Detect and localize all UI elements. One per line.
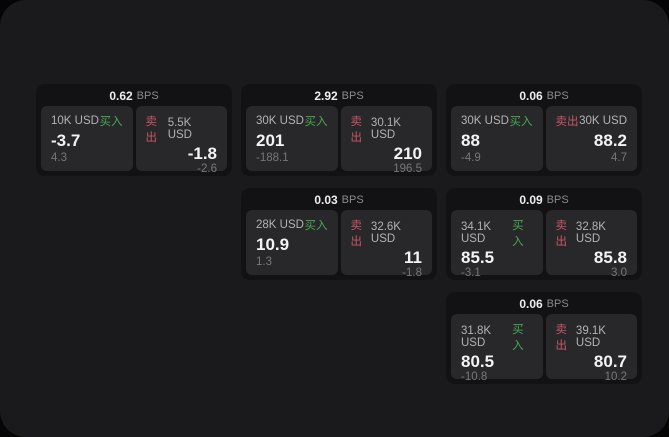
sell-price: 210 xyxy=(393,144,422,163)
buy-quote-tile[interactable]: 34.1K USD 买入 85.5 -3.1 xyxy=(451,210,543,279)
buy-price: 201 xyxy=(256,130,285,150)
sell-quote-tile[interactable]: 卖出 32.6K USD 11 -1.8 xyxy=(340,210,432,279)
sell-quote-tile[interactable]: 卖出 32.8K USD 85.8 3.0 xyxy=(545,210,637,279)
sell-label: 卖出 xyxy=(555,220,568,248)
sell-price: 88.2 xyxy=(593,130,627,150)
bps-unit-label: BPS xyxy=(136,90,159,102)
buy-label: 买入 xyxy=(512,220,524,248)
sell-quote-tile[interactable]: 卖出 30.1K USD 210 196.5 xyxy=(340,106,432,175)
bps-header: 0.03 BPS xyxy=(241,188,437,208)
buy-delta: -10.8 xyxy=(461,371,488,383)
bps-value: 0.03 xyxy=(314,193,338,207)
bps-unit-label: BPS xyxy=(546,194,569,206)
bps-header: 0.09 BPS xyxy=(446,188,642,208)
sell-price: -1.8 xyxy=(187,144,217,163)
buy-price: 85.5 xyxy=(461,248,495,267)
buy-price: 80.5 xyxy=(461,352,495,371)
bps-value: 0.06 xyxy=(519,297,543,311)
quote-card: 0.09 BPS 34.1K USD 买入 85.5 -3.1 卖出 32.8K… xyxy=(446,188,642,280)
buy-delta: -188.1 xyxy=(256,152,289,164)
buy-label: 买入 xyxy=(509,116,533,128)
sell-price: 85.8 xyxy=(593,248,627,267)
sell-quote-tile[interactable]: 卖出 39.1K USD 80.7 10.2 xyxy=(545,314,637,383)
buy-quote-tile[interactable]: 31.8K USD 买入 80.5 -10.8 xyxy=(451,314,543,383)
bps-value: 0.06 xyxy=(519,89,543,103)
sell-delta: -2.6 xyxy=(197,163,217,175)
sell-amount: 32.8K USD xyxy=(575,221,606,245)
buy-delta: -4.9 xyxy=(461,152,481,164)
sell-delta: 10.2 xyxy=(604,371,627,383)
sell-price: 11 xyxy=(404,248,422,267)
buy-label: 买入 xyxy=(99,116,123,128)
bps-unit-label: BPS xyxy=(546,90,569,102)
bps-value: 0.09 xyxy=(519,193,543,207)
buy-quote-tile[interactable]: 30K USD 买入 88 -4.9 xyxy=(451,106,543,171)
buy-delta: 1.3 xyxy=(256,256,272,268)
bps-header: 2.92 BPS xyxy=(241,84,437,104)
bps-header: 0.06 BPS xyxy=(446,84,642,104)
buy-price: 10.9 xyxy=(256,234,290,254)
sell-delta: -1.8 xyxy=(402,267,422,279)
quote-card: 0.62 BPS 10K USD 买入 -3.7 4.3 卖出 5.5K USD… xyxy=(36,84,232,176)
quote-card: 0.03 BPS 28K USD 买入 10.9 1.3 卖出 32.6K US… xyxy=(241,188,437,280)
buy-amount: 31.8K USD xyxy=(461,325,492,349)
buy-amount: 30K USD xyxy=(461,115,509,127)
sell-label: 卖出 xyxy=(145,116,158,144)
buy-price: 88 xyxy=(461,130,480,150)
sell-delta: 196.5 xyxy=(393,163,422,175)
buy-quote-tile[interactable]: 28K USD 买入 10.9 1.3 xyxy=(246,210,338,275)
quote-card: 0.06 BPS 30K USD 买入 88 -4.9 卖出 30K USD 8… xyxy=(446,84,642,176)
bps-unit-label: BPS xyxy=(341,90,364,102)
buy-price: -3.7 xyxy=(51,130,81,150)
sell-label: 卖出 xyxy=(350,116,363,144)
buy-label: 买入 xyxy=(304,220,328,232)
sell-quote-tile[interactable]: 卖出 30K USD 88.2 4.7 xyxy=(545,106,637,171)
bps-unit-label: BPS xyxy=(341,194,364,206)
buy-label: 买入 xyxy=(304,116,328,128)
buy-amount: 10K USD xyxy=(51,115,99,127)
sell-amount: 39.1K USD xyxy=(575,325,606,349)
buy-label: 买入 xyxy=(512,324,524,352)
bps-value: 0.62 xyxy=(109,89,133,103)
sell-price: 80.7 xyxy=(593,352,627,371)
buy-amount: 30K USD xyxy=(256,115,304,127)
sell-quote-tile[interactable]: 卖出 5.5K USD -1.8 -2.6 xyxy=(135,106,227,175)
sell-amount: 30K USD xyxy=(579,115,627,127)
sell-amount: 30.1K USD xyxy=(370,117,401,141)
buy-quote-tile[interactable]: 30K USD 买入 201 -188.1 xyxy=(246,106,338,171)
quote-card: 0.06 BPS 31.8K USD 买入 80.5 -10.8 卖出 39.1… xyxy=(446,292,642,384)
sell-label: 卖出 xyxy=(350,220,363,248)
buy-amount: 34.1K USD xyxy=(461,221,492,245)
sell-delta: 3.0 xyxy=(611,267,627,279)
bps-header: 0.06 BPS xyxy=(446,292,642,312)
buy-delta: 4.3 xyxy=(51,152,67,164)
bps-unit-label: BPS xyxy=(546,298,569,310)
sell-delta: 4.7 xyxy=(611,152,627,164)
sell-label: 卖出 xyxy=(555,116,579,128)
buy-delta: -3.1 xyxy=(461,267,481,279)
sell-amount: 32.6K USD xyxy=(370,221,401,245)
bps-value: 2.92 xyxy=(314,89,338,103)
sell-label: 卖出 xyxy=(555,324,568,352)
bps-header: 0.62 BPS xyxy=(36,84,232,104)
quote-card: 2.92 BPS 30K USD 买入 201 -188.1 卖出 30.1K … xyxy=(241,84,437,176)
buy-amount: 28K USD xyxy=(256,219,304,231)
buy-quote-tile[interactable]: 10K USD 买入 -3.7 4.3 xyxy=(41,106,133,171)
sell-amount: 5.5K USD xyxy=(167,117,192,141)
